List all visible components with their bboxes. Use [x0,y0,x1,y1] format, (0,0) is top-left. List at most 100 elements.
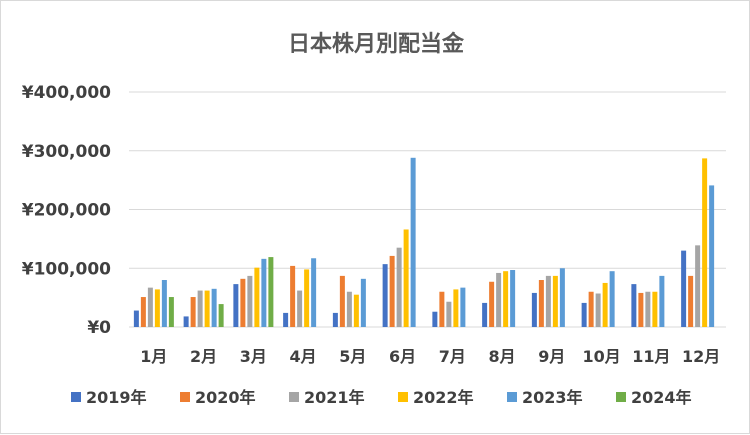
bar-2022年-4月 [304,269,310,327]
bar-2023年-2月 [211,288,217,327]
bar-2023年-7月 [460,287,466,327]
bar-2022年-6月 [403,229,409,327]
bar-2023年-3月 [261,258,267,327]
bar-2019年-3月 [233,284,239,327]
bar-2019年-10月 [581,302,587,327]
bar-2020年-5月 [339,275,345,327]
bar-2020年-7月 [439,291,445,327]
bar-2024年-3月 [268,257,274,327]
legend-item: 2023年 [507,388,583,407]
bar-2020年-4月 [290,265,296,327]
bar-2023年-11月 [659,275,665,327]
bar-2021年-7月 [446,301,452,327]
bar-2022年-5月 [353,294,359,327]
legend-label: 2022年 [413,388,474,407]
legend-label: 2020年 [195,388,256,407]
bar-2022年-7月 [453,289,459,327]
x-tick-label: 6月 [389,347,416,366]
bar-2021年-9月 [545,275,551,327]
bar-2020年-3月 [240,278,246,327]
bar-2019年-4月 [283,312,289,327]
bar-2019年-9月 [531,292,537,327]
bar-2022年-1月 [154,289,160,327]
bar-2020年-6月 [389,255,395,327]
x-tick-label: 10月 [582,347,620,366]
bar-2020年-12月 [688,275,694,327]
bar-2023年-4月 [311,258,317,327]
y-tick-label: ¥100,000 [22,259,111,279]
bar-2021年-2月 [197,290,203,327]
bar-2021年-8月 [496,272,502,327]
bar-2021年-6月 [396,247,402,327]
bar-2023年-10月 [609,271,615,327]
legend-label: 2021年 [304,388,365,407]
legend-item: 2024年 [616,388,692,407]
bar-2020年-8月 [489,281,495,327]
legend-item: 2021年 [289,388,365,407]
bar-2022年-12月 [702,158,708,327]
bar-2019年-6月 [382,264,388,327]
bar-2022年-2月 [204,290,210,327]
bar-2023年-12月 [709,185,715,327]
bar-2019年-11月 [631,284,637,327]
legend-label: 2024年 [631,388,692,407]
bar-2019年-7月 [432,311,438,327]
x-tick-label: 2月 [190,347,217,366]
bar-2021年-5月 [346,291,352,327]
bar-2022年-11月 [652,291,658,327]
x-tick-label: 9月 [538,347,565,366]
bar-2021年-1月 [147,287,153,327]
bar-2024年-1月 [168,297,174,327]
y-tick-label: ¥400,000 [22,83,111,103]
legend-swatch [616,392,626,402]
bar-2019年-5月 [332,312,338,327]
bar-2020年-11月 [638,292,644,327]
bar-2020年-1月 [140,297,146,327]
legend-swatch [71,392,81,402]
legend-swatch [180,392,190,402]
bar-2019年-12月 [681,250,687,327]
legend-item: 2020年 [180,388,256,407]
bar-2023年-5月 [360,278,366,327]
bar-2024年-2月 [218,304,224,327]
bar-2021年-3月 [247,275,253,327]
x-tick-label: 1月 [140,347,167,366]
bar-2019年-8月 [482,302,488,327]
gridlines [129,91,726,328]
x-tick-label: 4月 [290,347,317,366]
y-axis-ticks: ¥0 ¥100,000 ¥200,000 ¥300,000 ¥400,000 [22,83,111,338]
bar-2023年-8月 [510,270,516,327]
bar-2022年-3月 [254,267,260,327]
legend-swatch [507,392,517,402]
x-axis-ticks: 1月 2月 3月 4月 5月 6月 7月 8月 9月 10月 11月 12月 [140,347,720,366]
bar-2022年-9月 [552,275,558,327]
bars [133,157,715,327]
bar-2022年-8月 [503,271,509,327]
bar-2021年-12月 [695,245,701,327]
bar-2020年-9月 [538,280,544,327]
bar-2020年-2月 [190,297,196,327]
bar-2021年-11月 [645,291,651,327]
y-tick-label: ¥300,000 [22,142,111,162]
bar-2023年-1月 [161,280,167,327]
y-tick-label: ¥0 [87,318,111,338]
x-tick-label: 7月 [439,347,466,366]
x-tick-label: 5月 [339,347,366,366]
legend-label: 2023年 [522,388,583,407]
bar-2021年-4月 [297,290,303,327]
bar-2019年-2月 [183,316,189,327]
x-tick-label: 11月 [632,347,670,366]
x-tick-label: 12月 [682,347,720,366]
bar-2020年-10月 [588,291,594,327]
bar-2021年-10月 [595,293,601,327]
bar-2023年-6月 [410,157,416,327]
legend-label: 2019年 [86,388,147,407]
bar-2023年-9月 [559,268,565,327]
legend-item: 2019年 [71,388,147,407]
legend-swatch [398,392,408,402]
bar-2019年-1月 [133,310,139,327]
legend-swatch [289,392,299,402]
x-tick-label: 3月 [240,347,267,366]
